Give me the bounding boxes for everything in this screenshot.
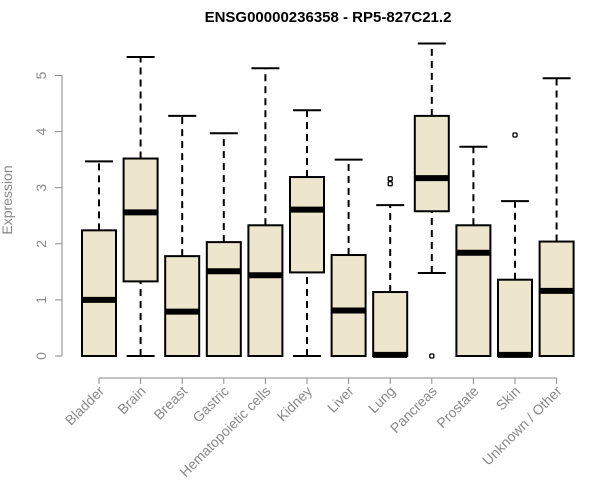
x-tick-label: Breast	[150, 383, 190, 423]
box-rect	[372, 291, 409, 357]
x-tick-label: Skin	[493, 383, 524, 414]
y-tick-label: 1	[33, 296, 49, 304]
box-group	[413, 42, 450, 359]
box-group	[455, 145, 492, 357]
y-axis: 0 1 2 3 4 5	[33, 71, 63, 360]
box-group	[497, 132, 533, 358]
y-tick-label: 5	[33, 71, 49, 79]
y-axis-label: Expression	[0, 165, 15, 234]
x-tick-label: Unknown / Other	[479, 383, 565, 469]
x-tick-label: Prostate	[433, 383, 481, 431]
box-rect	[289, 176, 325, 274]
box-rect	[81, 229, 117, 357]
box-group	[372, 176, 409, 358]
box-rect	[497, 278, 533, 358]
box-rect	[330, 254, 367, 358]
box-rect	[164, 255, 201, 357]
box-rect	[247, 224, 284, 357]
x-tick-label: Bladder	[62, 383, 108, 429]
box-group	[330, 158, 367, 358]
box-group	[289, 109, 325, 357]
outlier-point	[387, 181, 393, 187]
y-tick-label: 3	[33, 184, 49, 192]
box-rect	[455, 224, 492, 357]
outlier-point	[512, 132, 518, 138]
box-group	[164, 114, 201, 357]
plot-area	[81, 42, 575, 359]
box-group	[247, 67, 284, 357]
box-rect	[122, 157, 159, 283]
y-tick-label: 4	[33, 127, 49, 135]
y-tick-label: 2	[33, 240, 49, 248]
box-group	[122, 55, 159, 357]
x-tick-label: Kidney	[274, 383, 316, 425]
chart-title: ENSG00000236358 - RP5-827C21.2	[205, 9, 452, 26]
x-tick-label: Lung	[365, 383, 398, 416]
box-group	[538, 77, 575, 357]
outlier-point	[387, 176, 393, 182]
box-rect	[538, 240, 575, 357]
box-group	[205, 132, 242, 358]
x-tick-label: Liver	[324, 383, 357, 416]
outlier-point	[429, 353, 435, 359]
box-group	[81, 160, 117, 357]
x-tick-label: Brain	[114, 383, 148, 417]
y-tick-label: 0	[33, 352, 49, 360]
box-rect	[205, 241, 242, 358]
box-rect	[413, 114, 450, 213]
